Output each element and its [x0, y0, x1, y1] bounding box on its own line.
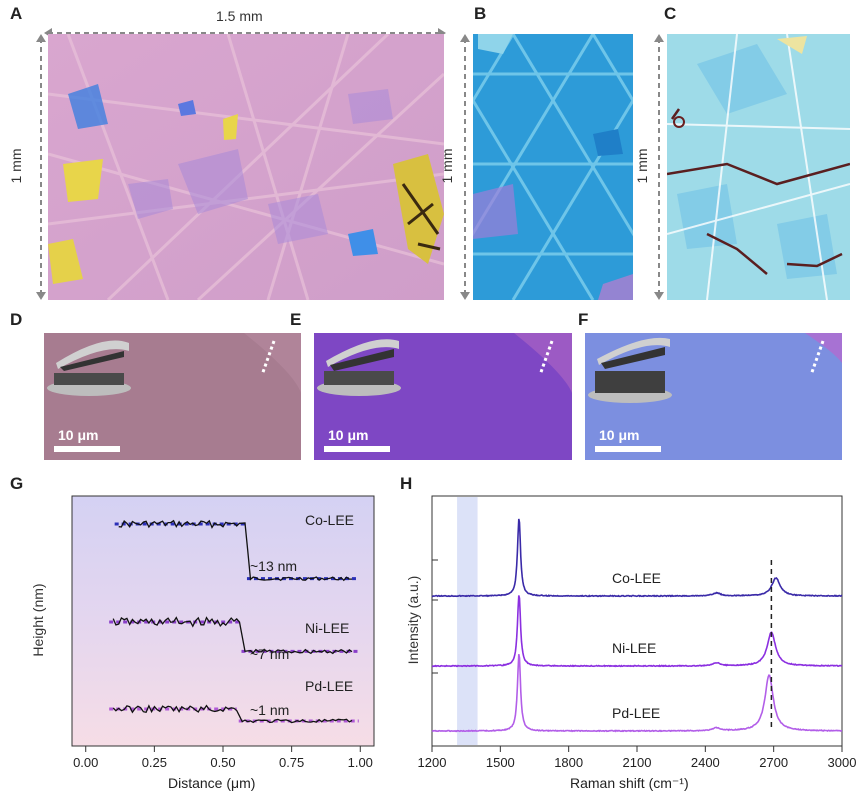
raman-spectrum-ni-lee — [431, 595, 843, 668]
chart-g-ylabel: Height (nm) — [30, 583, 46, 657]
x-tick-label-h: 2700 — [759, 755, 788, 770]
x-tick-label-g: 0.75 — [279, 755, 304, 770]
series-label-co-lee: Co-LEE — [305, 512, 355, 528]
width-dimension-label: 1.5 mm — [212, 8, 267, 24]
d-band-highlight — [457, 497, 478, 745]
x-tick-label-g: 0.25 — [142, 755, 167, 770]
panel-label-h: H — [400, 474, 413, 493]
y-axis-minor-ticks — [432, 559, 438, 674]
x-tick-label-h: 1200 — [418, 755, 447, 770]
x-tick-label-g: 0.00 — [73, 755, 98, 770]
x-tick-label-g: 1.00 — [348, 755, 373, 770]
step-label-co-lee: ~13 nm — [250, 558, 298, 574]
panel-label-a: A — [10, 4, 23, 23]
micrograph-a-graphene-pink — [48, 34, 444, 300]
scale-bar-f — [595, 446, 661, 452]
series-label-pd-lee: Pd-LEE — [305, 678, 354, 694]
height-dimension-label-c: 1 mm — [634, 148, 650, 184]
micrograph-c-graphene-cyan — [667, 34, 850, 300]
raman-label-ni-lee: Ni-LEE — [612, 640, 657, 656]
micrograph-f-pd-lee: 10 μm — [585, 333, 842, 460]
chart-h-ylabel: Intensity (a.u.) — [405, 575, 421, 665]
micrograph-e-ni-lee: 10 μm — [314, 333, 572, 460]
raman-spectrum-pd-lee — [431, 654, 843, 733]
profile-line-ni-lee — [112, 616, 353, 655]
scale-bar-label-d: 10 μm — [58, 427, 99, 443]
panel-label-e: E — [290, 310, 302, 329]
scale-bar-label-e: 10 μm — [328, 427, 369, 443]
stamp-schematic-icon-d — [47, 340, 131, 396]
panel-label-b: B — [474, 4, 487, 23]
panel-label-d: D — [10, 310, 23, 329]
profile-line-co-lee — [118, 519, 352, 582]
scale-bar-d — [54, 446, 120, 452]
panel-label-f: F — [578, 310, 589, 329]
x-tick-label-h: 1800 — [554, 755, 583, 770]
chart-g-xlabel: Distance (μm) — [168, 775, 256, 791]
raman-label-co-lee: Co-LEE — [612, 570, 662, 586]
x-tick-label-h: 2400 — [691, 755, 720, 770]
scale-bar-label-f: 10 μm — [599, 427, 640, 443]
x-tick-label-g: 0.50 — [210, 755, 235, 770]
step-label-ni-lee: ~7 nm — [250, 646, 290, 662]
raman-spectra-chart: 1200 1500 1800 2100 2400 2700 3000 Raman shift… — [400, 490, 865, 806]
scale-bar-e — [324, 446, 390, 452]
height-dimension-arrow-a — [36, 34, 46, 300]
raman-spectrum-co-lee — [431, 518, 843, 598]
micrograph-b-graphene-blue — [473, 34, 633, 300]
x-tick-label-h: 2100 — [623, 755, 652, 770]
series-label-ni-lee: Ni-LEE — [305, 620, 350, 636]
stamp-schematic-icon-f — [588, 337, 672, 403]
x-tick-label-h: 1500 — [486, 755, 515, 770]
height-dimension-label-b: 1 mm — [439, 148, 455, 184]
step-label-pd-lee: ~1 nm — [250, 702, 290, 718]
height-profile-chart: 0.00 0.25 0.50 0.75 1.00 Distance (μm) Heigh… — [0, 490, 400, 806]
height-dimension-arrow-c — [654, 34, 664, 300]
x-tick-label-h: 3000 — [828, 755, 857, 770]
raman-label-pd-lee: Pd-LEE — [612, 705, 661, 721]
height-dimension-arrow-b — [460, 34, 470, 300]
panel-label-c: C — [664, 4, 677, 23]
micrograph-d-co-lee: 10 μm — [44, 333, 301, 460]
profile-line-pd-lee — [112, 704, 353, 724]
height-dimension-label-a: 1 mm — [8, 148, 24, 184]
panel-label-g: G — [10, 474, 24, 493]
stamp-schematic-icon-e — [317, 339, 401, 396]
chart-h-xlabel: Raman shift (cm⁻¹) — [570, 775, 689, 791]
